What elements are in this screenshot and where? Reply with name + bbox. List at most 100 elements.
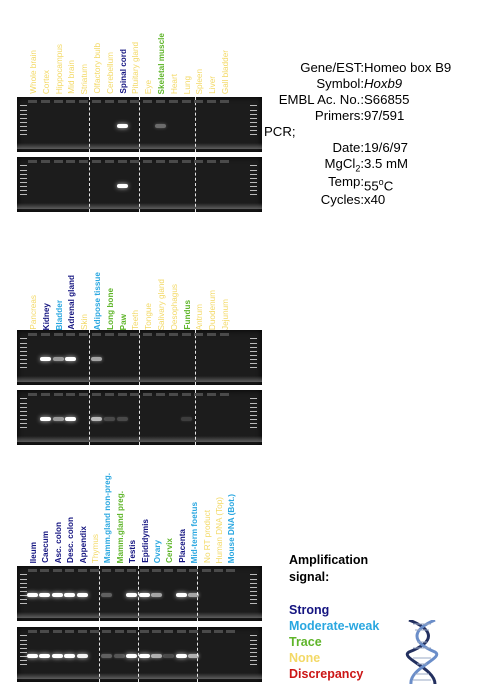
gel-well [207, 393, 217, 396]
gel-well [28, 393, 37, 396]
gel-well [104, 160, 114, 163]
tissue-label: Salivary gland [157, 278, 166, 330]
tissue-label: Human DNA (Top) [215, 496, 224, 563]
gel-well [79, 100, 89, 103]
gel-well [181, 160, 191, 163]
pcr-band [138, 593, 150, 597]
lane-separator [139, 390, 140, 445]
gel-well [139, 569, 149, 572]
pcr-band [188, 593, 200, 597]
tissue-label: Spleen [195, 68, 205, 95]
lane-separator [89, 157, 90, 212]
tissue-label: Thymus [91, 533, 100, 563]
section3-tissue-labels: Ileum Caecum Asc. colon Desc. colon Appendix… [17, 473, 262, 563]
pcr-band [51, 654, 63, 658]
section1-gel-bottom [17, 157, 262, 212]
ladder-lane [250, 101, 257, 147]
tissue-label: Eye [144, 79, 154, 94]
pcr-band [64, 593, 76, 597]
gel-well [102, 569, 112, 572]
gel-well [28, 160, 37, 163]
pcr-band [76, 654, 88, 658]
pcr-band [39, 417, 51, 421]
gel-well [104, 393, 114, 396]
pcr-band [116, 417, 128, 421]
gel-well [220, 333, 229, 336]
gel-well [156, 393, 165, 396]
gel-well [53, 160, 63, 163]
pcr-band [175, 654, 187, 658]
tissue-label: No RT product [202, 510, 212, 563]
pcr-band [116, 124, 128, 128]
gel-well [28, 569, 37, 572]
ladder-lane [250, 631, 257, 677]
tissue-label: Ovary [153, 539, 162, 563]
legend-none: None [289, 651, 321, 665]
gel-well [168, 333, 178, 336]
gel-well [79, 393, 89, 396]
dna-helix-icon [405, 620, 439, 684]
gel-well [189, 630, 199, 633]
mgcl2-value: 3.5 mM [364, 156, 408, 171]
gel-well [194, 160, 204, 163]
gel-well [104, 333, 114, 336]
gel-well [114, 569, 124, 572]
ladder-lane [20, 631, 27, 677]
gel-well [117, 333, 127, 336]
tissue-label: Pancreas [29, 295, 38, 330]
tissue-label: Mouse DNA (Bot.) [227, 493, 237, 563]
tissue-label: Mid-term foetus [190, 501, 200, 563]
tissue-label: Lung [182, 75, 192, 94]
gel-well [201, 569, 211, 572]
ladder-lane [20, 161, 27, 207]
ladder-lane [20, 101, 27, 147]
embl-value: S66855 [364, 92, 410, 107]
pcr-band [65, 417, 77, 421]
section1-gel-top [17, 97, 262, 152]
tissue-label: Mid brain [67, 60, 77, 94]
gel-well [201, 630, 211, 633]
tissue-label: Epididymis [140, 519, 150, 563]
gel-well [79, 333, 89, 336]
primer-dimer-band [17, 673, 262, 679]
pcr-band [151, 654, 162, 658]
tissue-label: Jejunum [221, 299, 230, 330]
gel-well [92, 333, 101, 336]
pcr-band [52, 417, 64, 421]
tissue-label: Gall bladder [221, 49, 230, 94]
gel-well [90, 630, 99, 633]
tissue-label: Skin [80, 314, 90, 330]
pcr-band [180, 417, 192, 421]
gel-well [130, 100, 140, 103]
section2-gel-top [17, 330, 262, 385]
gel-well [127, 630, 137, 633]
pcr-label: PCR; [264, 124, 296, 139]
pcr-band [65, 357, 77, 361]
pcr-band [101, 654, 113, 658]
gel-well [79, 160, 89, 163]
gel-well [40, 630, 50, 633]
tissue-label: Cortex [41, 69, 51, 94]
pcr-band [39, 593, 51, 597]
gel-well [168, 160, 178, 163]
pcr-band [175, 593, 187, 597]
gene-label: Gene/EST: [300, 60, 364, 75]
gel-well [156, 333, 165, 336]
pcr-band [52, 357, 64, 361]
ladder-lane [250, 161, 257, 207]
lane-separator [89, 330, 90, 385]
section2-gel-bottom [17, 390, 262, 445]
tissue-label: Tongue [144, 303, 154, 330]
pcr-band [64, 654, 76, 658]
pcr-band [27, 593, 38, 597]
tissue-label: Olfactory bulb [93, 43, 102, 94]
pcr-band [151, 593, 162, 597]
section3-gel-top [17, 566, 262, 621]
gel-well [164, 630, 174, 633]
gel-well [214, 630, 223, 633]
lane-separator [195, 390, 196, 445]
gel-well [168, 100, 178, 103]
gel-well [207, 160, 217, 163]
gel-well [168, 393, 178, 396]
tissue-label: Adipose tissue [93, 271, 102, 330]
